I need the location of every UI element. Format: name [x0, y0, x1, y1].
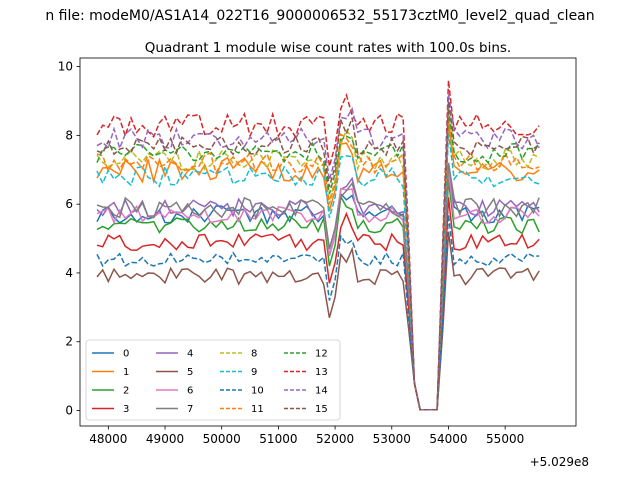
y-tick-label: 0 — [65, 404, 73, 418]
axes-frame — [79, 57, 577, 427]
legend-label-0: 0 — [123, 349, 129, 360]
x-tick-label: 54000 — [429, 432, 467, 446]
x-tick-label: 52000 — [316, 432, 354, 446]
series-line-15 — [96, 100, 540, 411]
series-line-4 — [96, 162, 540, 411]
series-line-10 — [96, 214, 540, 411]
x-tick-label: 49000 — [146, 432, 184, 446]
series-line-7 — [96, 162, 540, 411]
y-tick-label: 6 — [65, 197, 73, 211]
series-line-2 — [96, 180, 540, 411]
legend-label-12: 12 — [315, 349, 328, 360]
x-tick-label: 55000 — [486, 432, 524, 446]
x-axis-offset-label: +5.029e8 — [530, 455, 589, 469]
legend-label-8: 8 — [251, 349, 257, 360]
y-tick-label: 4 — [65, 266, 73, 280]
series-line-14 — [96, 93, 540, 411]
series-line-5 — [96, 231, 540, 411]
series-line-6 — [96, 169, 540, 411]
legend-label-3: 3 — [123, 404, 129, 415]
legend-label-9: 9 — [251, 367, 257, 378]
legend-label-7: 7 — [187, 404, 193, 415]
axes: 48000 49000 50000 51000 52000 53000 54000 55000… — [58, 57, 577, 446]
series-line-8 — [96, 114, 540, 411]
y-tick-label: 8 — [65, 128, 73, 142]
figure-suptitle: n file: modeM0/AS1A14_022T16_9000006532_… — [45, 8, 594, 24]
y-tick-label: 2 — [65, 335, 73, 349]
series-line-9 — [96, 131, 540, 411]
series-line-3 — [96, 197, 540, 411]
x-tick-label: 51000 — [259, 432, 297, 446]
legend-label-15: 15 — [315, 404, 328, 415]
legend-label-13: 13 — [315, 367, 328, 378]
x-tick-label: 48000 — [89, 432, 127, 446]
legend-label-11: 11 — [251, 404, 264, 415]
series-line-11 — [96, 118, 540, 411]
series-line-1 — [96, 124, 540, 411]
legend-label-6: 6 — [187, 386, 193, 397]
legend-label-4: 4 — [187, 349, 193, 360]
legend-label-2: 2 — [123, 386, 129, 397]
y-tick-label: 10 — [58, 60, 73, 74]
series-line-12 — [96, 107, 540, 411]
legend-label-1: 1 — [123, 367, 129, 378]
x-tick-label: 50000 — [203, 432, 241, 446]
legend-label-14: 14 — [315, 386, 328, 397]
x-tick-label: 53000 — [373, 432, 411, 446]
legend-label-10: 10 — [251, 386, 264, 397]
series-line-13 — [96, 80, 540, 411]
legend-label-5: 5 — [187, 367, 193, 378]
chart-title: Quadrant 1 module wise count rates with … — [145, 40, 511, 56]
legend-box — [85, 339, 341, 421]
plot-area — [96, 80, 540, 411]
